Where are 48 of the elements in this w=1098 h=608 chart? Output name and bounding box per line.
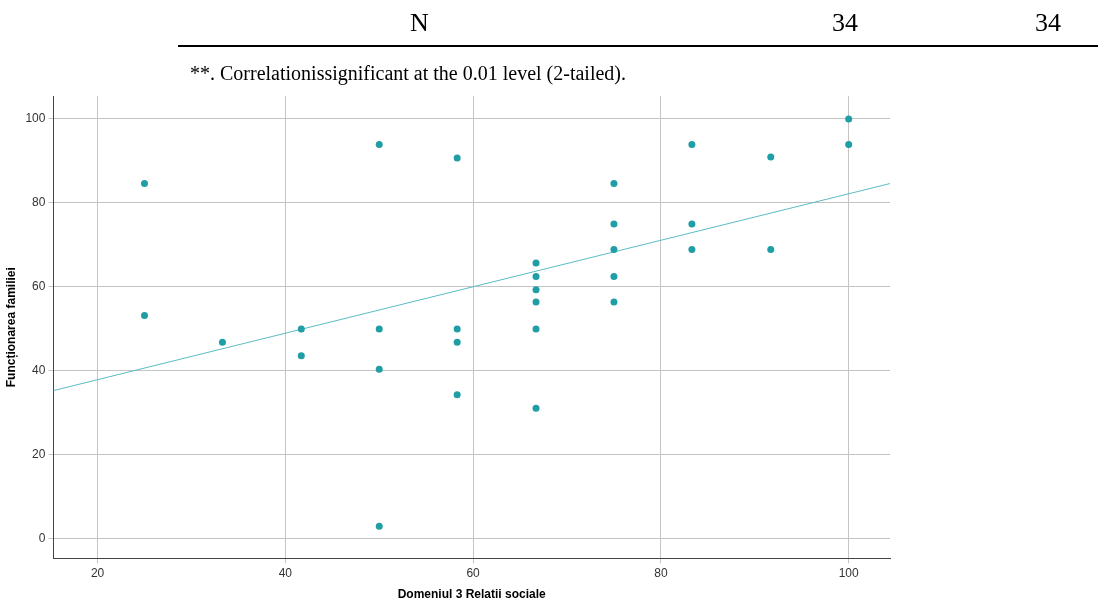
point <box>532 404 540 412</box>
text: 34 <box>1035 8 1061 38</box>
point <box>453 154 461 162</box>
text: 34 <box>832 8 858 38</box>
point <box>610 272 618 280</box>
x-tick-label: 80 <box>654 565 668 580</box>
x-tick-label: 40 <box>278 565 293 580</box>
point <box>297 325 305 333</box>
point <box>688 141 696 148</box>
point <box>453 325 461 333</box>
point <box>610 298 618 306</box>
point <box>845 141 853 148</box>
point <box>688 220 696 228</box>
y-tick-label: 20 <box>32 447 46 462</box>
x-tick-label: 20 <box>90 565 105 580</box>
point <box>688 246 696 253</box>
y-tick-label: 100 <box>25 111 46 126</box>
point <box>375 522 383 530</box>
point <box>141 180 148 188</box>
point <box>218 338 226 346</box>
point <box>375 365 383 373</box>
point <box>375 141 383 148</box>
x-tick-label: 100 <box>838 565 860 580</box>
point <box>610 220 618 228</box>
point <box>297 352 305 360</box>
y-tick-label: 40 <box>32 363 46 378</box>
y-axis-title: Funcționarea familiei <box>3 267 18 388</box>
y-tick-label: 80 <box>32 195 46 210</box>
point <box>610 246 618 253</box>
y-tick-label: 60 <box>32 279 46 294</box>
point <box>767 153 775 161</box>
point <box>375 325 383 333</box>
text: **. Correlationissignificant at the 0.01 level (2-tailed). <box>190 62 626 85</box>
point <box>532 325 540 333</box>
point <box>532 272 540 280</box>
point <box>532 298 540 306</box>
point <box>453 391 461 399</box>
text: N <box>410 8 429 38</box>
point <box>532 286 540 294</box>
point <box>141 311 148 319</box>
point <box>453 338 461 346</box>
point <box>610 180 618 188</box>
y-tick-label: 0 <box>38 531 46 546</box>
point <box>845 115 853 123</box>
x-tick-label: 60 <box>466 565 481 580</box>
point <box>532 259 540 267</box>
point <box>767 246 775 253</box>
x-axis-title: Domeniul 3 Relatii sociale <box>397 587 547 602</box>
